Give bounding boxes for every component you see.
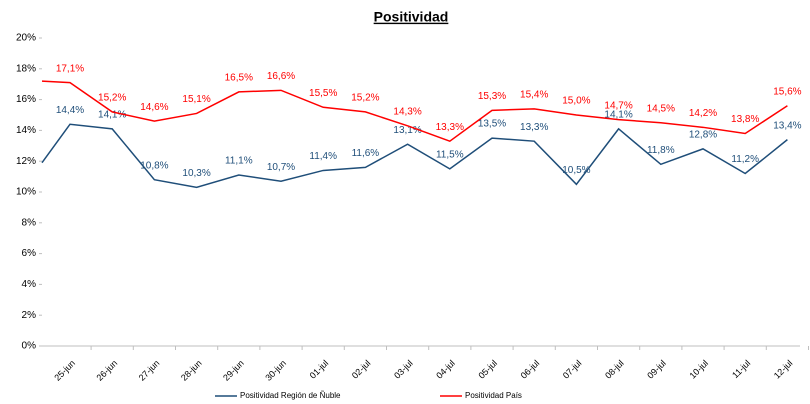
x-tick-label: 07-jul	[561, 358, 584, 381]
data-label: 15,2%	[98, 93, 126, 104]
data-label: 16,6%	[267, 71, 295, 82]
x-tick-label: 02-jul	[350, 358, 373, 381]
data-label: 15,3%	[478, 91, 506, 102]
data-label: 15,4%	[520, 89, 548, 100]
data-label: 13,1%	[393, 125, 421, 136]
x-tick-label: 12-jul	[772, 358, 795, 381]
y-tick-label: 12%	[16, 156, 36, 167]
data-label: 15,2%	[351, 93, 379, 104]
y-tick-label: 10%	[16, 187, 36, 198]
data-label: 13,5%	[478, 119, 506, 130]
y-tick-label: 20%	[16, 33, 36, 44]
y-tick-label: 16%	[16, 94, 36, 105]
data-label: 14,1%	[98, 110, 126, 121]
x-tick-label: 01-jul	[308, 358, 331, 381]
data-label: 14,7%	[604, 100, 632, 111]
x-tick-label: 25-jun	[52, 358, 77, 383]
data-label: 14,3%	[393, 106, 421, 117]
x-tick-label: 29-jun	[221, 358, 246, 383]
data-label: 10,8%	[140, 160, 168, 171]
data-label: 12,8%	[689, 130, 717, 141]
data-label: 15,5%	[309, 88, 337, 99]
y-tick-label: 6%	[22, 248, 37, 259]
x-tick-label: 28-jun	[179, 358, 204, 383]
data-label: 14,6%	[140, 102, 168, 113]
data-label: 11,8%	[647, 145, 675, 156]
x-tick-label: 27-jun	[137, 358, 162, 383]
data-label: 11,2%	[731, 154, 759, 165]
y-tick-label: 2%	[22, 310, 37, 321]
x-tick-label: 30-jun	[263, 358, 288, 383]
data-label: 17,1%	[56, 63, 84, 74]
y-tick-label: 8%	[22, 217, 37, 228]
x-tick-label: 03-jul	[392, 358, 415, 381]
data-label: 11,6%	[352, 148, 380, 159]
data-label: 14,5%	[647, 103, 675, 114]
data-label: 15,6%	[773, 86, 801, 97]
data-label: 11,1%	[225, 156, 253, 167]
chart-title: Positividad	[374, 9, 449, 25]
data-label: 13,8%	[731, 114, 759, 125]
x-tick-label: 10-jul	[687, 358, 710, 381]
data-label: 15,1%	[182, 94, 210, 105]
y-tick-label: 14%	[16, 125, 36, 136]
data-label: 13,3%	[520, 122, 548, 133]
data-label: 10,5%	[562, 165, 590, 176]
data-label: 13,3%	[436, 122, 464, 133]
data-label: 14,2%	[689, 108, 717, 119]
data-label: 14,1%	[604, 110, 632, 121]
series-line	[41, 80, 788, 143]
y-tick-label: 4%	[22, 279, 37, 290]
x-tick-label: 04-jul	[434, 358, 457, 381]
x-tick-label: 26-jun	[95, 358, 120, 383]
x-tick-label: 08-jul	[603, 358, 626, 381]
series-line	[41, 123, 788, 189]
data-label: 15,0%	[562, 96, 590, 107]
x-tick-label: 11-jul	[730, 358, 752, 380]
y-tick-label: 18%	[16, 63, 36, 74]
x-tick-label: 05-jul	[476, 358, 499, 381]
data-label: 11,4%	[309, 151, 337, 162]
legend-label: Positividad País	[465, 391, 522, 400]
x-tick-label: 06-jul	[519, 358, 542, 381]
data-label: 11,5%	[436, 150, 464, 161]
data-label: 16,5%	[225, 73, 253, 84]
data-label: 13,4%	[773, 120, 801, 131]
x-tick-label: 09-jul	[645, 358, 668, 381]
data-label: 14,4%	[56, 105, 84, 116]
legend-label: Positividad Región de Ñuble	[240, 391, 341, 400]
data-label: 10,3%	[182, 168, 210, 179]
data-label: 10,7%	[267, 162, 295, 173]
y-tick-label: 0%	[22, 341, 37, 352]
